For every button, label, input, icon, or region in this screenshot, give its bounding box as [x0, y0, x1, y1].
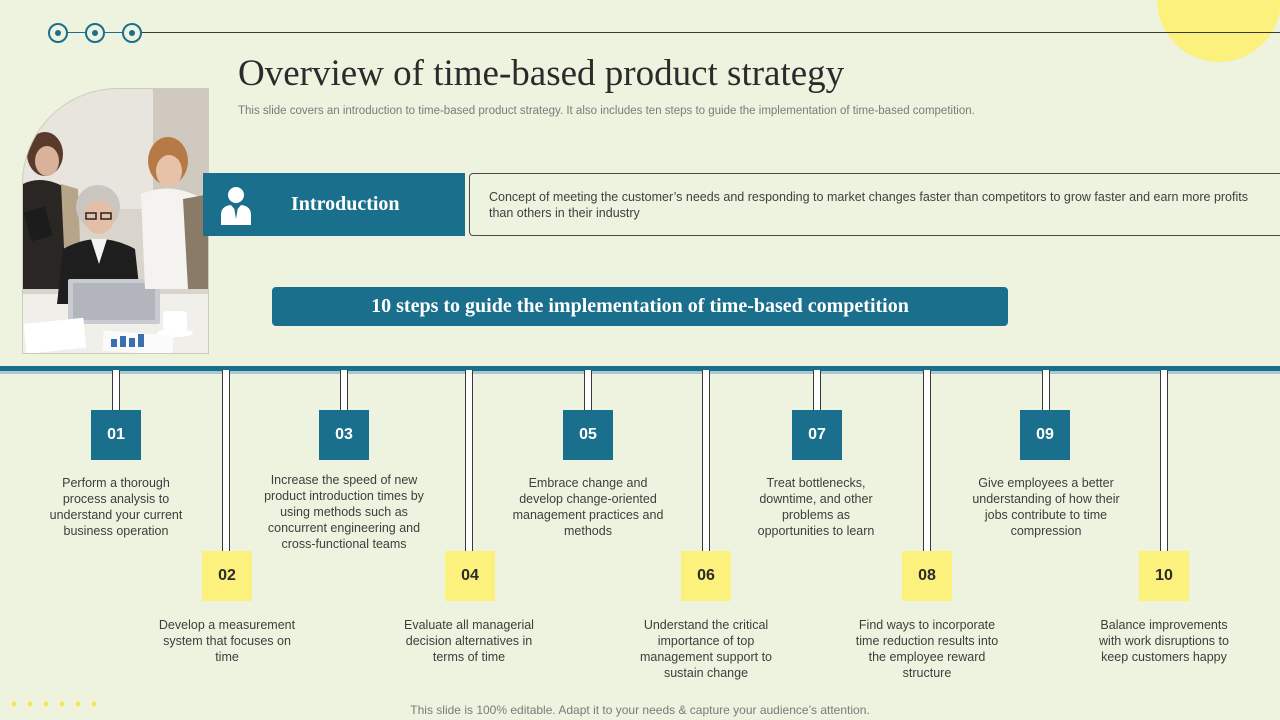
step-text-04: Evaluate all managerial decision alterna…	[404, 618, 534, 664]
team-photo	[22, 88, 209, 354]
step-text-03: Increase the speed of new product introd…	[264, 473, 424, 551]
introduction-description: Concept of meeting the customer’s needs …	[469, 173, 1280, 236]
person-icon	[221, 187, 251, 225]
step-text-07: Treat bottlenecks, downtime, and other p…	[757, 476, 875, 538]
step-number-08: 08	[902, 551, 952, 601]
step-connector	[340, 370, 348, 415]
step-text-02: Develop a measurement system that focuse…	[158, 618, 296, 664]
dot-connector	[104, 32, 124, 33]
step-connector	[465, 370, 473, 562]
step-number-05: 05	[563, 410, 613, 460]
decorative-circle	[1157, 0, 1280, 62]
step-number-06: 06	[681, 551, 731, 601]
step-connector	[923, 370, 931, 562]
step-text-09: Give employees a better understanding of…	[972, 476, 1120, 538]
footer-note: This slide is 100% editable. Adapt it to…	[410, 703, 870, 717]
step-connector	[813, 370, 821, 415]
introduction-label: Introduction	[291, 193, 400, 215]
step-number-03: 03	[319, 410, 369, 460]
step-number-01: 01	[91, 410, 141, 460]
step-text-06: Understand the critical importance of to…	[639, 618, 773, 680]
step-connector	[222, 370, 230, 562]
step-text-10: Balance improvements with work disruptio…	[1099, 618, 1229, 664]
step-number-07: 07	[792, 410, 842, 460]
nav-dot-2	[85, 23, 105, 43]
introduction-header: Introduction	[203, 173, 465, 236]
step-text-08: Find ways to incorporate time reduction …	[855, 618, 999, 680]
step-connector	[1042, 370, 1050, 415]
step-text-05: Embrace change and develop change-orient…	[512, 476, 664, 538]
page-subtitle: This slide covers an introduction to tim…	[238, 105, 975, 117]
timeline-bar	[0, 366, 1280, 374]
steps-banner: 10 steps to guide the implementation of …	[272, 287, 1008, 326]
step-number-09: 09	[1020, 410, 1070, 460]
step-connector	[1160, 370, 1168, 562]
step-number-04: 04	[445, 551, 495, 601]
step-connector	[702, 370, 710, 562]
dot-connector	[66, 32, 86, 33]
header-rule	[142, 32, 1280, 33]
nav-dot-3	[122, 23, 142, 43]
step-number-10: 10	[1139, 551, 1189, 601]
page-title: Overview of time-based product strategy	[238, 53, 845, 94]
decorative-stars	[11, 701, 97, 707]
step-text-01: Perform a thorough process analysis to u…	[49, 476, 183, 538]
step-connector	[112, 370, 120, 415]
nav-dot-1	[48, 23, 68, 43]
step-number-02: 02	[202, 551, 252, 601]
step-connector	[584, 370, 592, 415]
